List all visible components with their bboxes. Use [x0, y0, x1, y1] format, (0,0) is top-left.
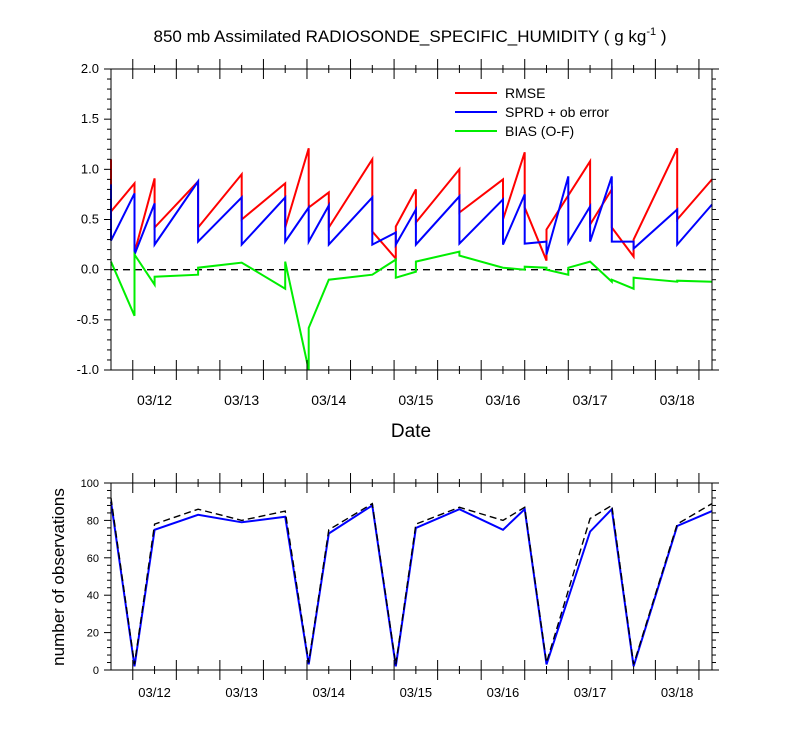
x-axis-title: Date [391, 421, 431, 442]
bottom-series-line-0 [110, 501, 713, 667]
legend: RMSE SPRD + ob error BIAS (O-F) [455, 85, 609, 139]
top-plot-panel: -1.0 -0.5 0.0 0.5 1.0 1.5 2.0 03/12 03/13 03/14 03… [77, 59, 719, 442]
bottom-plot-panel: 0 20 40 60 80 100 03/12 03/13 03/14 03/15 03/16 03/… [49, 473, 719, 700]
bottom-y-tick-label: 0 [93, 665, 99, 677]
top-x-tick-label: 03/17 [573, 392, 608, 408]
y-axis-title-observations: number of observations [49, 488, 68, 666]
bottom-x-tick-label: 03/15 [400, 685, 433, 700]
top-x-tick-label: 03/13 [224, 392, 259, 408]
top-y-tick-label: 0.5 [81, 212, 99, 227]
bottom-x-tick-label: 03/17 [574, 685, 607, 700]
bottom-x-tick-label: 03/13 [225, 685, 258, 700]
top-plot-frame [110, 68, 713, 371]
bottom-y-tick-label: 80 [87, 515, 99, 527]
bottom-x-tick-label: 03/18 [661, 685, 694, 700]
top-x-tick-label: 03/16 [485, 392, 520, 408]
bottom-y-tick-label: 40 [87, 590, 99, 602]
chart-title-exponent: -1 [646, 26, 656, 38]
top-y-tick-label: 2.0 [81, 61, 99, 76]
legend-label-rmse: RMSE [505, 85, 545, 101]
top-y-tick-label: -0.5 [77, 312, 99, 327]
top-y-tick-label: 1.0 [81, 161, 99, 176]
top-y-tick-label: -1.0 [77, 362, 99, 377]
top-x-tick-label: 03/12 [137, 392, 172, 408]
top-x-tick-label: 03/18 [660, 392, 695, 408]
chart-title-main: 850 mb Assimilated RADIOSONDE_SPECIFIC_H… [154, 27, 647, 46]
bottom-y-tick-label: 60 [87, 553, 99, 565]
bottom-y-tick-label: 100 [81, 478, 99, 490]
top-series-line-0 [110, 147, 713, 262]
bottom-y-tick-label: 20 [87, 628, 99, 640]
bottom-x-tick-label: 03/12 [138, 685, 171, 700]
legend-label-bias: BIAS (O-F) [505, 123, 574, 139]
top-series-line-1 [110, 176, 713, 255]
top-y-tick-label: 0.0 [81, 262, 99, 277]
top-series-line-2 [110, 250, 713, 371]
top-x-tick-label: 03/15 [398, 392, 433, 408]
bottom-x-tick-label: 03/16 [487, 685, 520, 700]
bottom-series-line-1 [110, 497, 713, 665]
bottom-x-tick-label: 03/14 [312, 685, 345, 700]
chart-title-close: ) [656, 27, 666, 46]
bottom-plot-frame [110, 482, 713, 671]
top-y-tick-label: 1.5 [81, 111, 99, 126]
top-x-tick-label: 03/14 [311, 392, 346, 408]
chart-title: 850 mb Assimilated RADIOSONDE_SPECIFIC_H… [154, 26, 667, 46]
legend-label-sprd: SPRD + ob error [505, 104, 609, 120]
